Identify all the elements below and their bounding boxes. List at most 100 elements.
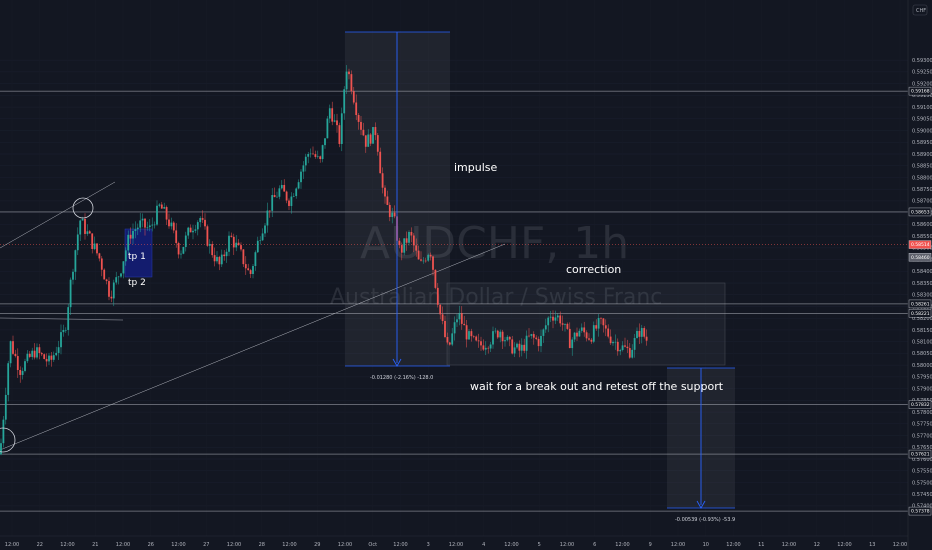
trendline-lower[interactable] bbox=[0, 243, 506, 451]
candle-body bbox=[91, 233, 94, 249]
y-tick-label: 0.58900 bbox=[912, 152, 932, 158]
candle-body bbox=[391, 212, 394, 218]
candle-body bbox=[139, 220, 142, 228]
trendline-upper[interactable] bbox=[0, 181, 116, 249]
price-tags: 0.59168 0.58653 0.58514 0.58460 0.58261 0.582… bbox=[908, 86, 932, 516]
x-tick-label: 28 bbox=[259, 542, 265, 548]
x-tick-label: 12:00 bbox=[671, 542, 685, 548]
candle-body bbox=[19, 369, 22, 375]
target-arrow-head bbox=[696, 500, 706, 509]
time-axis[interactable]: 12:00 22 12:00 21 12:00 26 12:00 27 12:00 28 12:00… bbox=[5, 542, 907, 548]
currency-badge[interactable] bbox=[912, 4, 928, 16]
candle-body bbox=[266, 210, 269, 226]
candle-body bbox=[247, 268, 250, 271]
candle-body bbox=[376, 135, 379, 152]
candle-body bbox=[456, 319, 458, 323]
x-tick-label: 9 bbox=[649, 542, 652, 548]
candle-body bbox=[288, 200, 290, 206]
candle-body bbox=[556, 315, 559, 318]
candle-body bbox=[321, 145, 324, 160]
candle-body bbox=[88, 231, 91, 234]
price-axis[interactable]: 0.59300 0.59250 0.59200 0.59150 0.59100 0.590… bbox=[912, 58, 932, 510]
price-tag bbox=[908, 207, 932, 217]
candle-body bbox=[484, 347, 487, 350]
x-tick-label: 12:00 bbox=[227, 542, 241, 548]
candle-body bbox=[158, 204, 161, 206]
candle-body bbox=[165, 207, 168, 220]
candle-body bbox=[448, 342, 451, 345]
candle-body bbox=[549, 316, 552, 318]
candle-body bbox=[542, 329, 545, 336]
candle-body bbox=[585, 332, 588, 339]
currency-label: CHF bbox=[916, 8, 926, 14]
candle-body bbox=[345, 71, 348, 90]
candle-body bbox=[237, 242, 240, 246]
y-tick-label: 0.59250 bbox=[912, 70, 932, 76]
candle-body bbox=[189, 227, 192, 233]
candle-body bbox=[201, 218, 204, 220]
candle-body bbox=[520, 344, 523, 351]
candle-body bbox=[60, 332, 62, 348]
candle-body bbox=[357, 115, 360, 122]
candle-body bbox=[643, 328, 646, 337]
price-tag-label: 0.58514 bbox=[911, 242, 930, 248]
candle-body bbox=[28, 353, 31, 357]
candle-body bbox=[261, 233, 264, 241]
candle-body bbox=[427, 254, 430, 261]
price-tag-label: 0.58653 bbox=[911, 210, 930, 216]
candle-body bbox=[141, 218, 144, 221]
candle-body bbox=[72, 271, 74, 280]
candle-body bbox=[564, 323, 566, 325]
candle-body bbox=[81, 218, 84, 221]
candle-body bbox=[204, 219, 206, 227]
y-tick-label: 0.57800 bbox=[912, 410, 932, 416]
y-tick-label: 0.57700 bbox=[912, 433, 932, 439]
candle-body bbox=[182, 246, 185, 254]
candle-body bbox=[631, 349, 634, 358]
price-tag-label: 0.57378 bbox=[911, 509, 930, 515]
price-tag-label: 0.58460 bbox=[911, 255, 930, 261]
y-tick-label: 0.58350 bbox=[912, 281, 932, 287]
candle-body bbox=[460, 313, 463, 324]
candle-body bbox=[470, 331, 473, 337]
candle-body bbox=[144, 218, 146, 228]
candle-body bbox=[571, 339, 574, 349]
x-tick-label: 12:00 bbox=[5, 542, 19, 548]
y-tick-label: 0.59000 bbox=[912, 128, 932, 134]
candle-body bbox=[292, 196, 295, 197]
candle-body bbox=[57, 347, 60, 353]
x-tick-label: 12:00 bbox=[393, 542, 407, 548]
candle-body bbox=[177, 243, 180, 255]
candle-body bbox=[624, 345, 626, 347]
candle-body bbox=[285, 191, 288, 201]
candle-body bbox=[280, 184, 283, 189]
candle-body bbox=[62, 329, 65, 333]
candle-body bbox=[232, 236, 235, 248]
y-tick-label: 0.57900 bbox=[912, 386, 932, 392]
candle-body bbox=[583, 327, 586, 333]
correction-range-box bbox=[446, 282, 726, 366]
y-tick-label: 0.58750 bbox=[912, 187, 932, 193]
grid bbox=[0, 59, 908, 507]
candle-body bbox=[616, 341, 619, 352]
x-tick-label: 12 bbox=[814, 542, 820, 548]
price-tag bbox=[908, 86, 932, 96]
candle-body bbox=[36, 347, 38, 358]
candle-body bbox=[48, 355, 50, 362]
x-tick-label: 12:00 bbox=[504, 542, 518, 548]
wait-label: wait for a break out and retest off the … bbox=[470, 380, 724, 393]
candle-body bbox=[386, 196, 389, 205]
candle-body bbox=[496, 330, 499, 338]
candle-body bbox=[573, 332, 576, 340]
candle-body bbox=[499, 331, 502, 338]
support-ray-left[interactable] bbox=[0, 317, 124, 321]
x-tick-label: 12:00 bbox=[116, 542, 130, 548]
candle-body bbox=[645, 336, 648, 341]
candle-body bbox=[211, 244, 214, 256]
candle-body bbox=[64, 329, 67, 331]
candle-body bbox=[432, 256, 434, 270]
price-tag-label: 0.57832 bbox=[911, 402, 930, 408]
x-tick-label: 13 bbox=[869, 542, 875, 548]
